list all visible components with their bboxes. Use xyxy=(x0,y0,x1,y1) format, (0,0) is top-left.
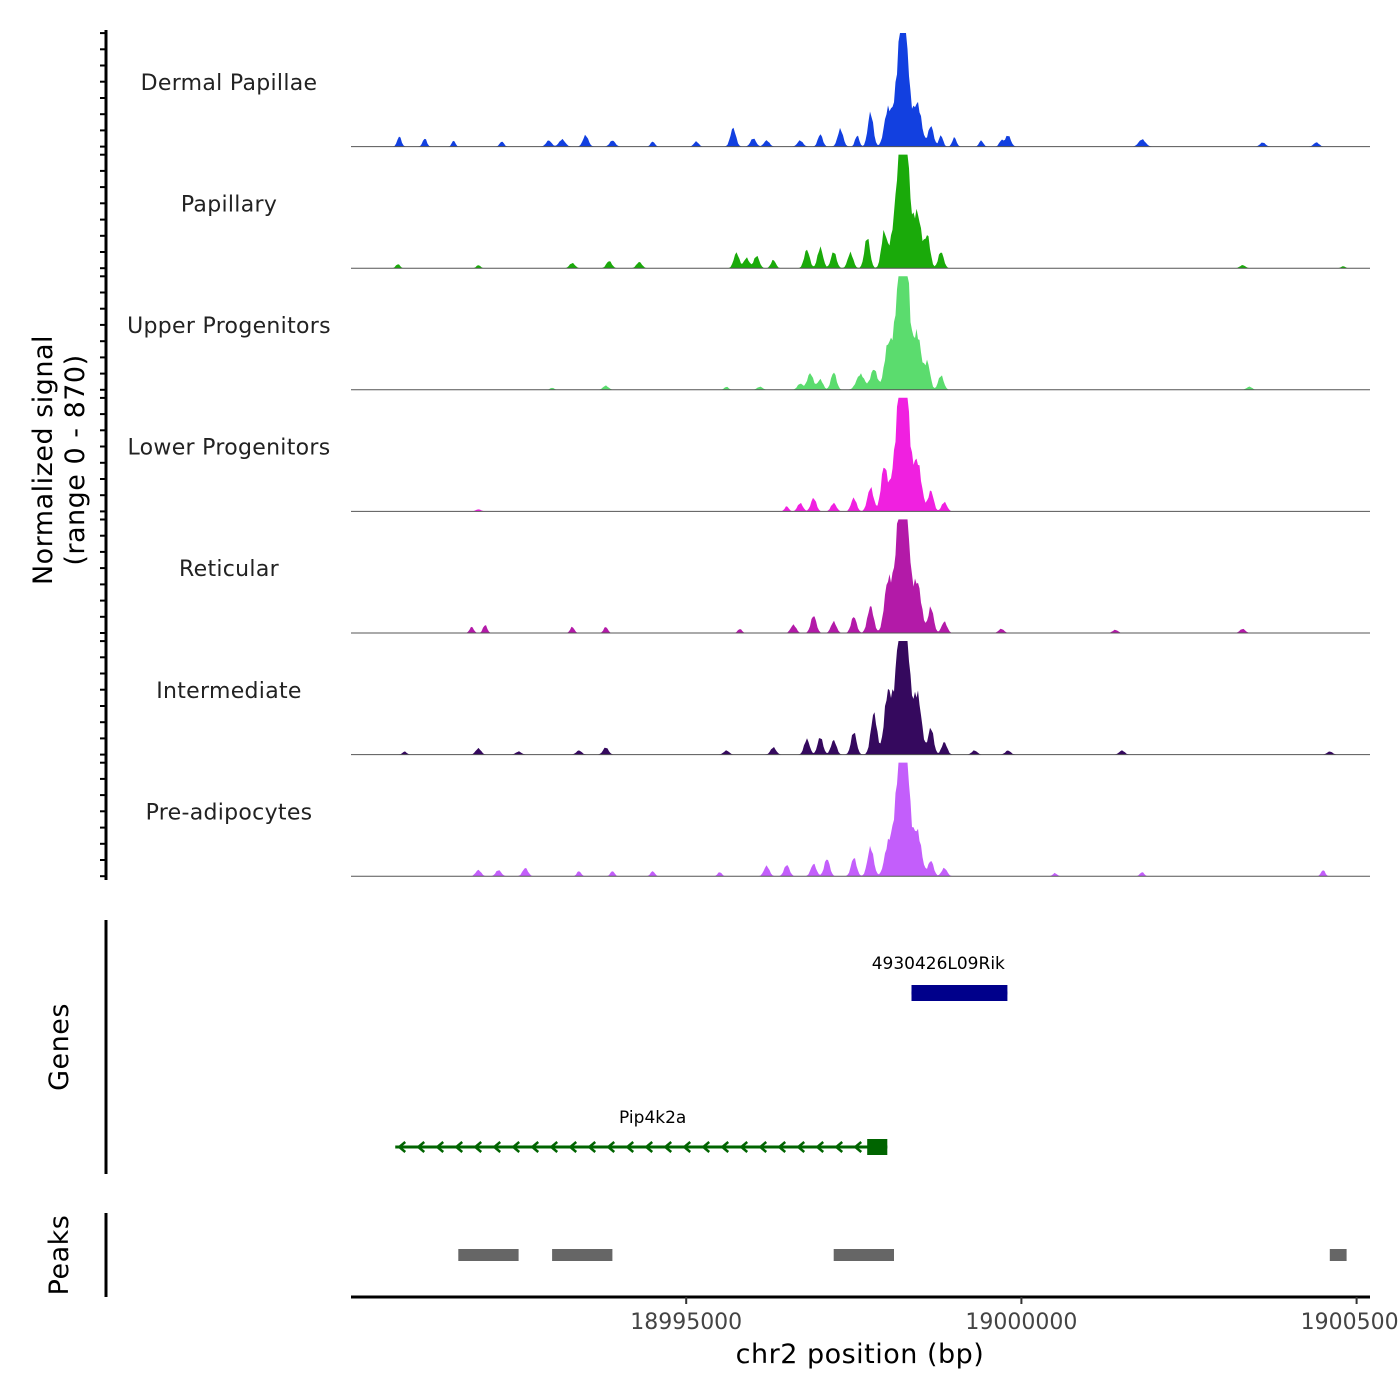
strand-arrow-icon xyxy=(644,1141,654,1153)
y-axis-title: Normalized signal (range 0 - 870) xyxy=(28,335,91,585)
strand-arrow-icon xyxy=(397,1141,407,1153)
track-label: Dermal Papillae xyxy=(141,71,318,96)
peak-region xyxy=(1329,1249,1347,1261)
strand-arrow-icon xyxy=(435,1141,445,1153)
strand-arrow-icon xyxy=(492,1141,502,1153)
strand-arrow-icon xyxy=(777,1141,787,1153)
gene-exon xyxy=(867,1139,888,1155)
peaks-track: Peaks xyxy=(44,1213,1347,1297)
genes-track-label: Genes xyxy=(44,1003,75,1091)
coverage-track: Intermediate xyxy=(156,641,1370,756)
y-axis-title-line-1: Normalized signal xyxy=(28,335,59,585)
strand-arrow-icon xyxy=(606,1141,616,1153)
strand-arrow-icon xyxy=(720,1141,730,1153)
x-tick-label: 18995000 xyxy=(630,1310,742,1335)
gene-model: 4930426L09Rik xyxy=(872,954,1008,1001)
strand-arrow-icon xyxy=(815,1141,825,1153)
coverage-area xyxy=(351,762,1370,877)
strand-arrow-icon xyxy=(853,1141,863,1153)
track-label: Reticular xyxy=(179,557,280,582)
strand-arrow-icon xyxy=(511,1141,521,1153)
coverage-track: Papillary xyxy=(181,154,1370,269)
peaks-track-label: Peaks xyxy=(44,1215,75,1296)
coverage-tracks: Dermal Papillae Papillary Upper Progenitor… xyxy=(127,33,1370,877)
coverage-track: Upper Progenitors xyxy=(127,276,1370,391)
track-label: Intermediate xyxy=(156,679,302,704)
x-axis: 18995000 19000000 19005000 chr2 position (… xyxy=(351,1295,1400,1370)
track-label: Pre-adipocytes xyxy=(146,800,313,825)
gene-exon xyxy=(911,985,1008,1001)
strand-arrow-icon xyxy=(549,1141,559,1153)
strand-arrow-icon xyxy=(834,1141,844,1153)
strand-arrow-icon xyxy=(587,1141,597,1153)
peak-region xyxy=(458,1249,519,1261)
genes-track: Genes 4930426L09Rik Pip4k2a xyxy=(44,920,1008,1174)
coverage-area xyxy=(351,519,1370,633)
signal-y-axis xyxy=(100,30,108,880)
coverage-track: Reticular xyxy=(179,519,1370,634)
track-label: Papillary xyxy=(181,192,277,217)
y-axis-title-line-2: (range 0 - 870) xyxy=(60,354,91,565)
track-label: Lower Progenitors xyxy=(127,436,330,461)
gene-model: Pip4k2a xyxy=(395,1108,888,1155)
strand-arrow-icon xyxy=(568,1141,578,1153)
strand-arrow-icon xyxy=(758,1141,768,1153)
strand-arrow-icon xyxy=(739,1141,749,1153)
coverage-track: Dermal Papillae xyxy=(141,33,1370,148)
track-label: Upper Progenitors xyxy=(127,314,331,339)
x-axis-title: chr2 position (bp) xyxy=(736,1339,985,1370)
strand-arrow-icon xyxy=(473,1141,483,1153)
coverage-area xyxy=(351,154,1370,269)
strand-arrow-icon xyxy=(682,1141,692,1153)
gene-label: Pip4k2a xyxy=(619,1108,686,1128)
coverage-area xyxy=(351,276,1370,390)
x-tick-label: 19005000 xyxy=(1301,1310,1400,1335)
strand-arrow-icon xyxy=(625,1141,635,1153)
x-tick-label: 19000000 xyxy=(965,1310,1077,1335)
coverage-track: Lower Progenitors xyxy=(127,397,1370,512)
strand-arrow-icon xyxy=(663,1141,673,1153)
coverage-area xyxy=(351,33,1370,147)
strand-arrow-icon xyxy=(796,1141,806,1153)
strand-arrow-icon xyxy=(701,1141,711,1153)
peak-region xyxy=(552,1249,613,1261)
strand-arrow-icon xyxy=(454,1141,464,1153)
coverage-track: Pre-adipocytes xyxy=(146,762,1370,877)
strand-arrow-icon xyxy=(416,1141,426,1153)
gene-label: 4930426L09Rik xyxy=(872,954,1005,974)
coverage-area xyxy=(351,397,1370,512)
peak-region xyxy=(833,1249,894,1261)
strand-arrow-icon xyxy=(530,1141,540,1153)
coverage-area xyxy=(351,641,1370,755)
